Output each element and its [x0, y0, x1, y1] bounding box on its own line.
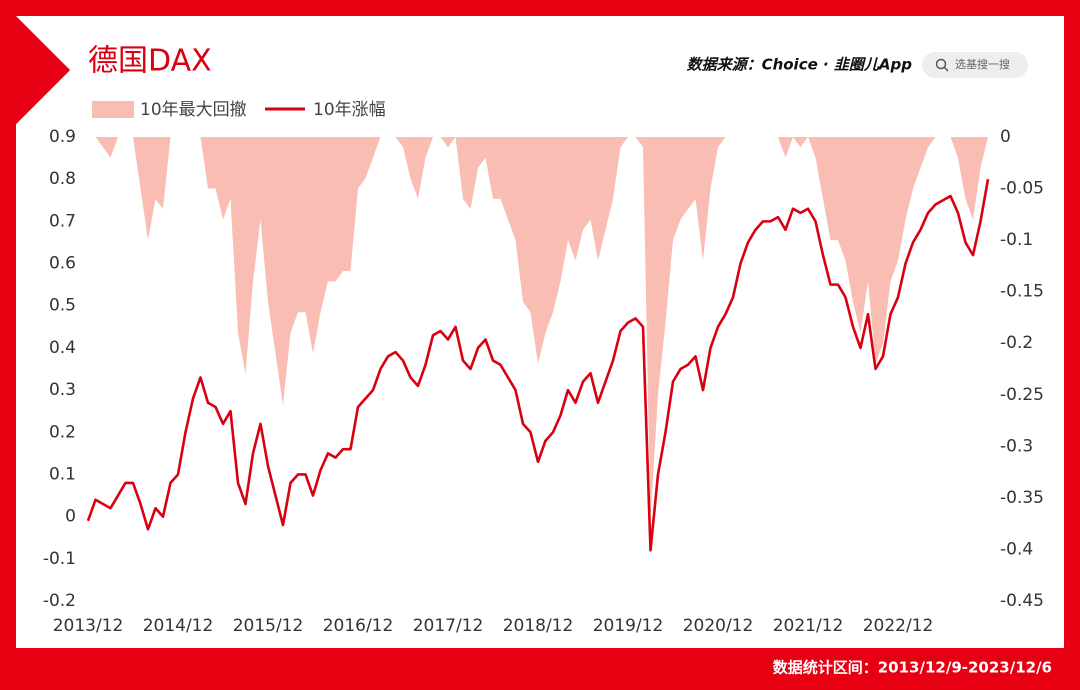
x-tick-label: 2018/12	[503, 616, 574, 636]
search-icon	[935, 58, 947, 70]
footnote: 数据统计区间：2013/12/9-2023/12/6	[773, 659, 1052, 677]
y2-tick-label: 0	[1000, 127, 1011, 147]
y-tick-label: 0.4	[49, 338, 76, 358]
x-tick-label: 2021/12	[773, 616, 844, 636]
x-tick-label: 2013/12	[53, 616, 124, 636]
y-tick-label: 0.7	[49, 211, 76, 231]
source: 数据来源：Choice · 韭圈儿App	[687, 56, 913, 74]
search-icon	[943, 66, 949, 72]
legend-label: 10年最大回撤	[140, 100, 247, 120]
y-tick-label: 0.8	[49, 169, 76, 189]
y2-tick-label: -0.05	[1000, 179, 1044, 199]
legend-swatch	[92, 101, 134, 118]
legend-label: 10年涨幅	[313, 100, 386, 120]
x-tick-label: 2015/12	[233, 616, 304, 636]
x-tick-label: 2017/12	[413, 616, 484, 636]
y-tick-label: 0.2	[49, 422, 76, 442]
y-tick-label: 0	[65, 507, 76, 527]
y-tick-label: -0.2	[43, 591, 76, 611]
y2-tick-label: -0.25	[1000, 385, 1044, 405]
y-tick-label: 0.1	[49, 464, 76, 484]
x-tick-label: 2019/12	[593, 616, 664, 636]
y2-tick-label: -0.15	[1000, 282, 1044, 302]
drawdown-area	[88, 137, 988, 519]
y-tick-label: 0.6	[49, 254, 76, 274]
return-line	[86, 178, 990, 552]
x-tick-label: 2022/12	[863, 616, 934, 636]
corner-triangle	[16, 16, 70, 124]
y2-tick-label: -0.3	[1000, 436, 1033, 456]
y2-tick-label: -0.4	[1000, 539, 1033, 559]
y-tick-label: 0.5	[49, 296, 76, 316]
search-box[interactable]	[922, 52, 1028, 78]
x-tick-label: 2020/12	[683, 616, 754, 636]
search-placeholder: 选基搜一搜	[955, 57, 1010, 71]
x-tick-label: 2014/12	[143, 616, 214, 636]
y2-tick-label: -0.2	[1000, 333, 1033, 353]
y-tick-label: 0.9	[49, 127, 76, 147]
y-tick-label: 0.3	[49, 380, 76, 400]
y2-tick-label: -0.45	[1000, 591, 1044, 611]
y2-tick-label: -0.35	[1000, 488, 1044, 508]
y-tick-label: -0.1	[43, 549, 76, 569]
y2-tick-label: -0.1	[1000, 230, 1033, 250]
x-tick-label: 2016/12	[323, 616, 394, 636]
chart-title: 德国DAX	[88, 44, 212, 79]
